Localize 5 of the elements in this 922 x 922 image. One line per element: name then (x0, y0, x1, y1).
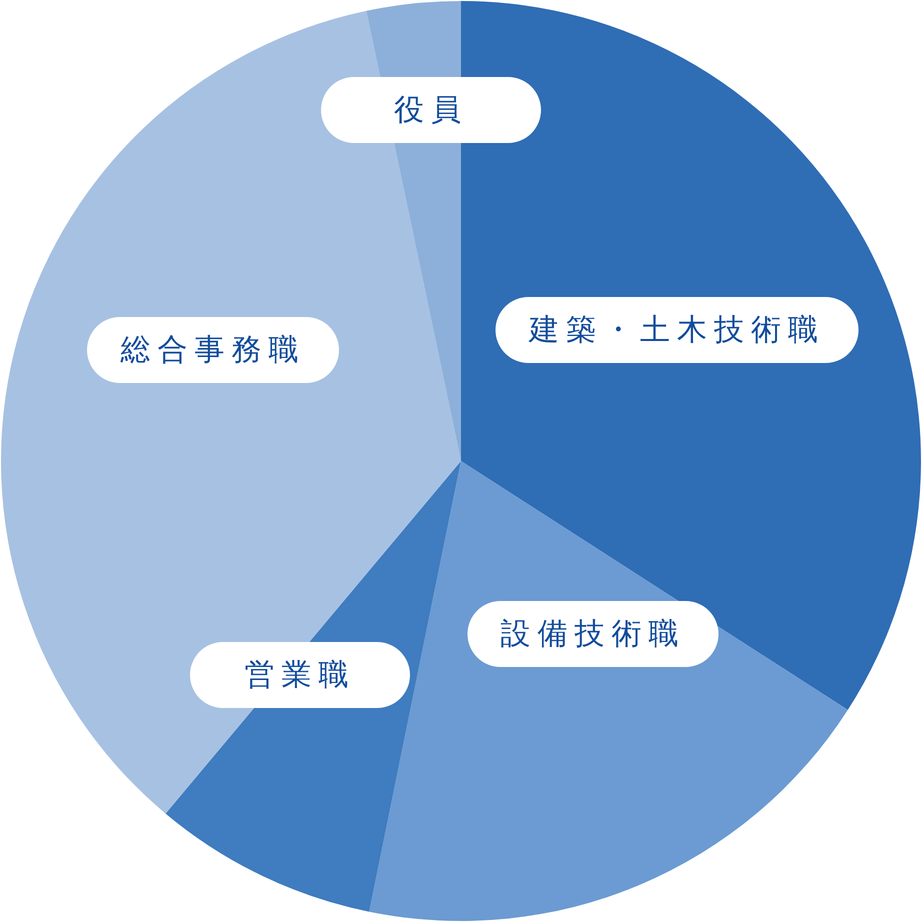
slice-label: 総合事務職 (120, 332, 306, 368)
slice-label: 営業職 (244, 658, 356, 692)
slice-label: 役員 (394, 92, 468, 128)
slice-label: 建築・土木技術職 (528, 312, 825, 348)
slice-label: 設備技術職 (500, 616, 686, 652)
